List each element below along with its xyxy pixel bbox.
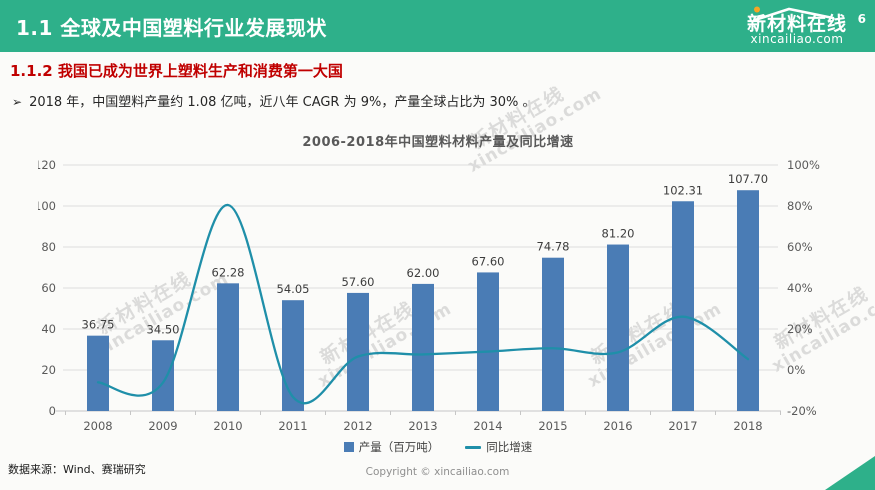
svg-text:107.70: 107.70 [728, 172, 768, 186]
bullet-arrow-icon: ➢ [12, 95, 23, 109]
chart-legend: 产量（百万吨） 同比增速 [38, 439, 838, 455]
line-swatch-icon [465, 445, 482, 449]
logo-name: 新材料在线 [746, 12, 847, 35]
chart-panel: 2006-2018年中国塑料材料产量及同比增速 0 -20% 20 0% 40 20% 60… [38, 131, 838, 455]
section-subtitle: 1.1.2 我国已成为世界上塑料生产和消费第一大国 [10, 62, 343, 80]
svg-text:54.05: 54.05 [277, 282, 310, 296]
svg-text:80%: 80% [787, 199, 813, 213]
svg-text:2008: 2008 [83, 419, 112, 433]
data-source: 数据来源：Wind、赛瑞研究 [8, 463, 146, 476]
svg-text:60%: 60% [787, 240, 813, 254]
bullet-point: ➢ 2018 年，中国塑料产量约 1.08 亿吨，近八年 CAGR 为 9%，产… [12, 91, 536, 110]
svg-text:67.60: 67.60 [472, 254, 505, 268]
legend-label: 产量（百万吨） [358, 440, 440, 454]
svg-text:57.60: 57.60 [342, 275, 375, 289]
svg-text:74.78: 74.78 [537, 240, 570, 254]
legend-item-growth: 同比增速 [465, 439, 532, 455]
svg-text:2015: 2015 [538, 419, 567, 433]
svg-text:2018: 2018 [733, 419, 762, 433]
roof-icon [753, 6, 835, 21]
page-title: 1.1 全球及中国塑料行业发展现状 [16, 15, 327, 40]
svg-text:80: 80 [41, 240, 56, 254]
svg-text:34.50: 34.50 [147, 322, 180, 336]
svg-text:0%: 0% [787, 363, 805, 377]
bullet-text: 2018 年，中国塑料产量约 1.08 亿吨，近八年 CAGR 为 9%，产量全… [29, 95, 536, 110]
chart-title: 2006-2018年中国塑料材料产量及同比增速 [302, 135, 574, 150]
bar-swatch-icon [343, 442, 354, 452]
svg-text:60: 60 [41, 281, 56, 295]
header-bar: 1.1 全球及中国塑料行业发展现状 新材料在线 xincailiao.com [0, 0, 875, 52]
svg-text:62.00: 62.00 [407, 266, 440, 280]
svg-text:2011: 2011 [278, 419, 307, 433]
bar-line-chart: 0 -20% 20 0% 40 20% 60 40% 80 60% 100 80% 120 100% 36.… [38, 158, 820, 433]
legend-item-production: 产量（百万吨） [343, 439, 440, 455]
svg-text:2017: 2017 [668, 419, 697, 433]
logo-domain: xincailiao.com [750, 31, 844, 46]
brand-logo: 新材料在线 xincailiao.com [733, 6, 861, 46]
svg-text:20%: 20% [787, 322, 813, 336]
svg-text:-20%: -20% [787, 404, 817, 418]
svg-text:2009: 2009 [148, 419, 177, 433]
svg-text:2016: 2016 [603, 419, 632, 433]
copyright: Copyright © xincailiao.com [365, 466, 510, 478]
page-number: 6 [857, 12, 866, 26]
svg-text:100%: 100% [787, 158, 820, 172]
svg-text:81.20: 81.20 [602, 227, 635, 241]
svg-text:2013: 2013 [408, 419, 437, 433]
svg-text:102.31: 102.31 [663, 183, 703, 197]
svg-text:62.28: 62.28 [212, 265, 245, 279]
svg-text:0: 0 [49, 404, 56, 418]
svg-text:2014: 2014 [473, 419, 502, 433]
svg-text:40%: 40% [787, 281, 813, 295]
svg-text:40: 40 [41, 322, 56, 336]
legend-label: 同比增速 [486, 440, 533, 454]
svg-text:100: 100 [38, 199, 56, 213]
svg-text:2012: 2012 [343, 419, 372, 433]
svg-text:2010: 2010 [213, 419, 242, 433]
svg-text:36.75: 36.75 [82, 318, 115, 332]
svg-text:20: 20 [41, 363, 56, 377]
svg-text:120: 120 [38, 158, 56, 172]
